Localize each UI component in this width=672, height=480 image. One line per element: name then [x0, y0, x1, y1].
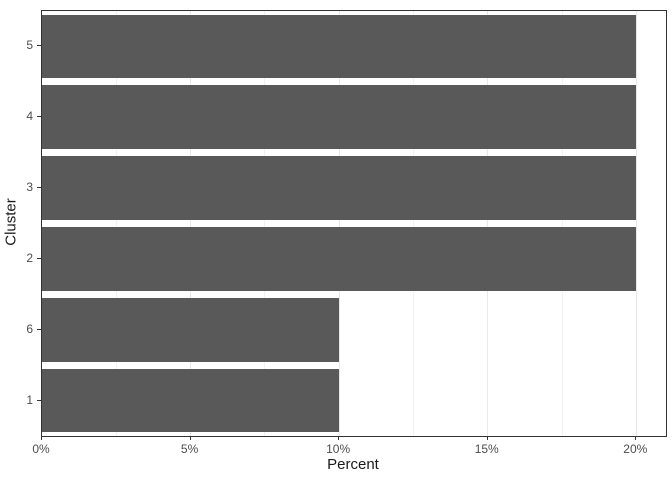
- plot-panel: [41, 10, 667, 437]
- gridline-minor: [264, 11, 266, 436]
- y-tick-label: 1: [26, 392, 33, 407]
- gridline-major: [635, 11, 637, 436]
- bar-cluster-1: [42, 368, 340, 433]
- bar-cluster-3: [42, 156, 637, 220]
- x-tick-label: 5%: [180, 442, 199, 456]
- y-tick-mark: [37, 116, 41, 118]
- y-axis-title: Cluster: [2, 198, 20, 246]
- y-tick-label: 5: [26, 38, 33, 53]
- y-tick-label: 3: [26, 180, 33, 195]
- y-tick-mark: [37, 45, 41, 47]
- gridline-minor: [115, 11, 117, 436]
- x-tick-label: 20%: [623, 442, 648, 456]
- x-tick-label: 10%: [326, 442, 351, 456]
- bar-cluster-5: [42, 14, 637, 79]
- bar-cluster-2: [42, 227, 637, 291]
- y-tick-label: 6: [26, 321, 33, 336]
- x-axis-title: Percent: [327, 456, 379, 473]
- x-tick-mark: [41, 436, 42, 440]
- gridline-major: [338, 11, 340, 436]
- y-tick-mark: [37, 187, 41, 189]
- y-tick-mark: [37, 399, 41, 401]
- gridline-minor: [412, 11, 414, 436]
- x-tick-mark: [189, 436, 191, 440]
- y-tick-label: 4: [26, 109, 33, 124]
- y-tick-label: 2: [26, 250, 33, 265]
- gridline-major: [487, 11, 489, 436]
- bar-cluster-4: [42, 85, 637, 150]
- bar-cluster-6: [42, 297, 340, 362]
- x-tick-mark: [486, 436, 488, 440]
- x-tick-label: 0%: [32, 442, 50, 456]
- gridline-minor: [561, 11, 563, 436]
- y-tick-mark: [37, 328, 41, 330]
- x-tick-label: 15%: [474, 442, 499, 456]
- x-tick-mark: [635, 436, 637, 440]
- x-tick-mark: [338, 436, 340, 440]
- y-tick-mark: [37, 257, 41, 259]
- gridline-major: [190, 11, 192, 436]
